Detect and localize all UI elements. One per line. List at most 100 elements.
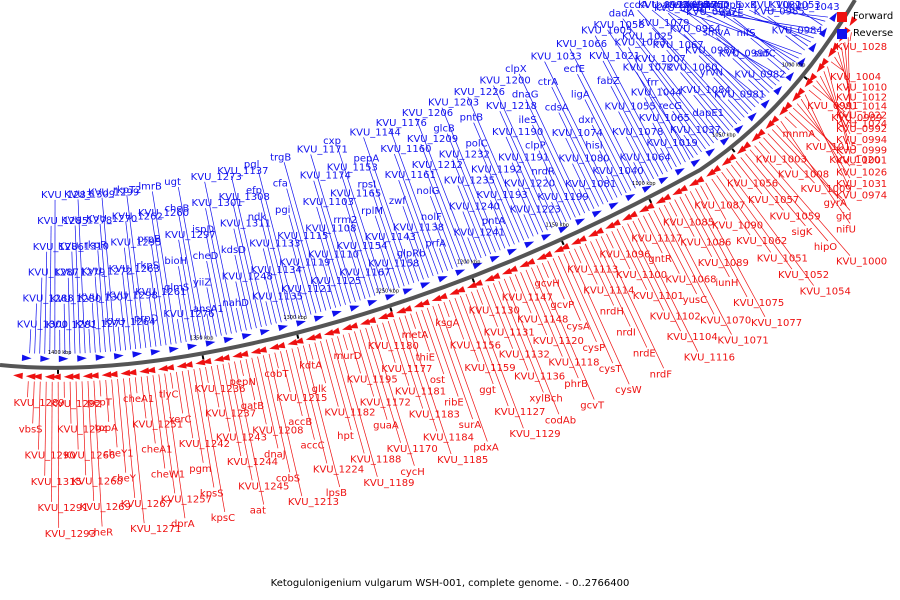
- reverse-gene-label: KVU_1276: [163, 309, 214, 320]
- reverse-gene-arrow: [489, 255, 500, 263]
- forward-gene-label: KVU_1294: [57, 425, 108, 436]
- forward-gene-arrow: [466, 281, 478, 289]
- reverse-gene-label: pepA: [354, 153, 380, 164]
- leader-line: [788, 112, 820, 142]
- forward-gene-label: KVU_1086: [680, 238, 731, 249]
- reverse-gene-label: KVU_1308: [219, 192, 270, 203]
- leader-line: [117, 326, 121, 351]
- leader-line: [574, 248, 582, 264]
- forward-gene-label: KVU_1087: [694, 201, 745, 212]
- reverse-gene-arrow: [524, 241, 535, 249]
- reverse-gene-arrow: [367, 300, 378, 307]
- forward-gene-arrow: [164, 364, 175, 371]
- forward-gene-label: KVU_1267: [121, 499, 172, 510]
- forward-gene-arrow: [395, 307, 407, 314]
- forward-gene-label: cobS: [276, 473, 300, 484]
- leader-line: [767, 133, 815, 184]
- reverse-gene-label: KVU_1226: [454, 87, 505, 98]
- forward-gene-label: glk: [312, 384, 327, 395]
- leader-line: [426, 307, 459, 397]
- forward-gene-label: KVU_1269: [80, 502, 131, 513]
- forward-gene-label: KVU_0989: [831, 113, 882, 124]
- forward-gene-label: gcvH: [535, 279, 560, 290]
- forward-gene-label: gcvP: [550, 300, 574, 311]
- leader-line: [705, 182, 727, 220]
- forward-gene-arrow: [348, 322, 359, 329]
- reverse-gene-arrow: [205, 340, 216, 347]
- forward-gene-label: KVU_1051: [757, 253, 808, 264]
- forward-gene-label: KVU_1026: [836, 167, 887, 178]
- leader-line: [283, 162, 327, 311]
- leader-line: [625, 136, 650, 182]
- leader-line: [280, 351, 291, 393]
- forward-gene-arrow: [201, 357, 212, 365]
- leader-line: [844, 42, 851, 110]
- reverse-gene-label: frr: [647, 78, 659, 89]
- reverse-gene-label: cheD: [193, 251, 219, 262]
- leader-line: [711, 9, 817, 35]
- leader-line: [667, 12, 760, 104]
- leader-line: [342, 334, 348, 351]
- reverse-gene-label: KVU_0981: [714, 90, 765, 101]
- leader-line: [679, 196, 713, 258]
- leader-line: [262, 355, 291, 473]
- forward-gene-label: KVU_1101: [633, 291, 684, 302]
- reverse-gene-label: bioH: [164, 256, 187, 267]
- leader-line: [381, 268, 390, 292]
- reverse-gene-label: clpX: [505, 64, 527, 75]
- forward-gene-arrow: [711, 164, 722, 174]
- leader-line: [518, 73, 586, 214]
- forward-gene-label: pdxA: [473, 443, 499, 454]
- reverse-gene-label: cfa: [273, 179, 288, 190]
- reverse-gene-label: glcB: [433, 124, 455, 135]
- forward-gene-arrow: [688, 178, 699, 187]
- reverse-gene-label: KVU_0984: [772, 26, 823, 37]
- leader-line: [257, 356, 279, 449]
- reverse-gene-arrow: [608, 202, 619, 210]
- leader-line: [792, 107, 844, 155]
- forward-gene-label: cysP: [582, 343, 605, 354]
- reverse-gene-label: KVU_1165: [330, 189, 381, 200]
- reverse-gene-label: rkpT2: [113, 185, 142, 196]
- forward-gene-label: KVU_1001: [836, 155, 887, 166]
- forward-gene-label: KVU_1012: [836, 92, 887, 103]
- leader-line: [292, 267, 307, 317]
- reverse-gene-label: KVU_1080: [558, 154, 609, 165]
- leader-line: [354, 331, 375, 397]
- leader-line: [849, 32, 852, 42]
- forward-gene-label: KVU_0994: [836, 135, 887, 146]
- reverse-gene-label: KVU_1279: [54, 268, 105, 279]
- reverse-gene-label: KVU_1191: [498, 153, 549, 164]
- leader-line: [421, 309, 445, 375]
- leader-line: [204, 181, 237, 333]
- leader-line: [651, 9, 763, 101]
- reverse-gene-label: KVU_0995: [719, 48, 770, 59]
- forward-gene-arrow: [293, 337, 304, 344]
- reverse-gene-label: lmrB: [138, 181, 162, 192]
- leader-line: [314, 342, 326, 384]
- reverse-gene-arrow: [733, 125, 744, 134]
- forward-gene-label: cobT: [264, 369, 289, 380]
- forward-gene-label: KVU_1028: [836, 42, 887, 53]
- reverse-gene-label: KVU_1153: [327, 162, 378, 173]
- reverse-gene-arrow: [785, 71, 794, 82]
- reverse-gene-label: KVU_1192: [471, 164, 522, 175]
- reverse-gene-label: KVU_1281: [46, 320, 97, 331]
- forward-gene-label: KVU_1070: [700, 315, 751, 326]
- leader-line: [177, 319, 182, 343]
- forward-gene-label: gyrA: [824, 198, 847, 209]
- forward-gene-arrow: [413, 301, 424, 308]
- leader-line: [318, 233, 341, 307]
- forward-gene-arrow: [796, 87, 806, 97]
- reverse-gene-label: KVU_1137: [217, 166, 268, 177]
- forward-gene-label: KVU_1159: [464, 363, 515, 374]
- forward-gene-label: KVU_1113: [567, 264, 618, 275]
- leader-line: [730, 164, 742, 178]
- leader-line: [150, 270, 162, 346]
- leader-line: [234, 254, 252, 330]
- forward-gene-label: KVU_1022: [836, 111, 887, 122]
- forward-gene-label: KVU_1090: [712, 221, 763, 232]
- forward-gene-label: KVU_1182: [324, 408, 375, 419]
- label-leader-lines: [27, 9, 852, 528]
- reverse-gene-label: KVU_1072: [623, 62, 674, 73]
